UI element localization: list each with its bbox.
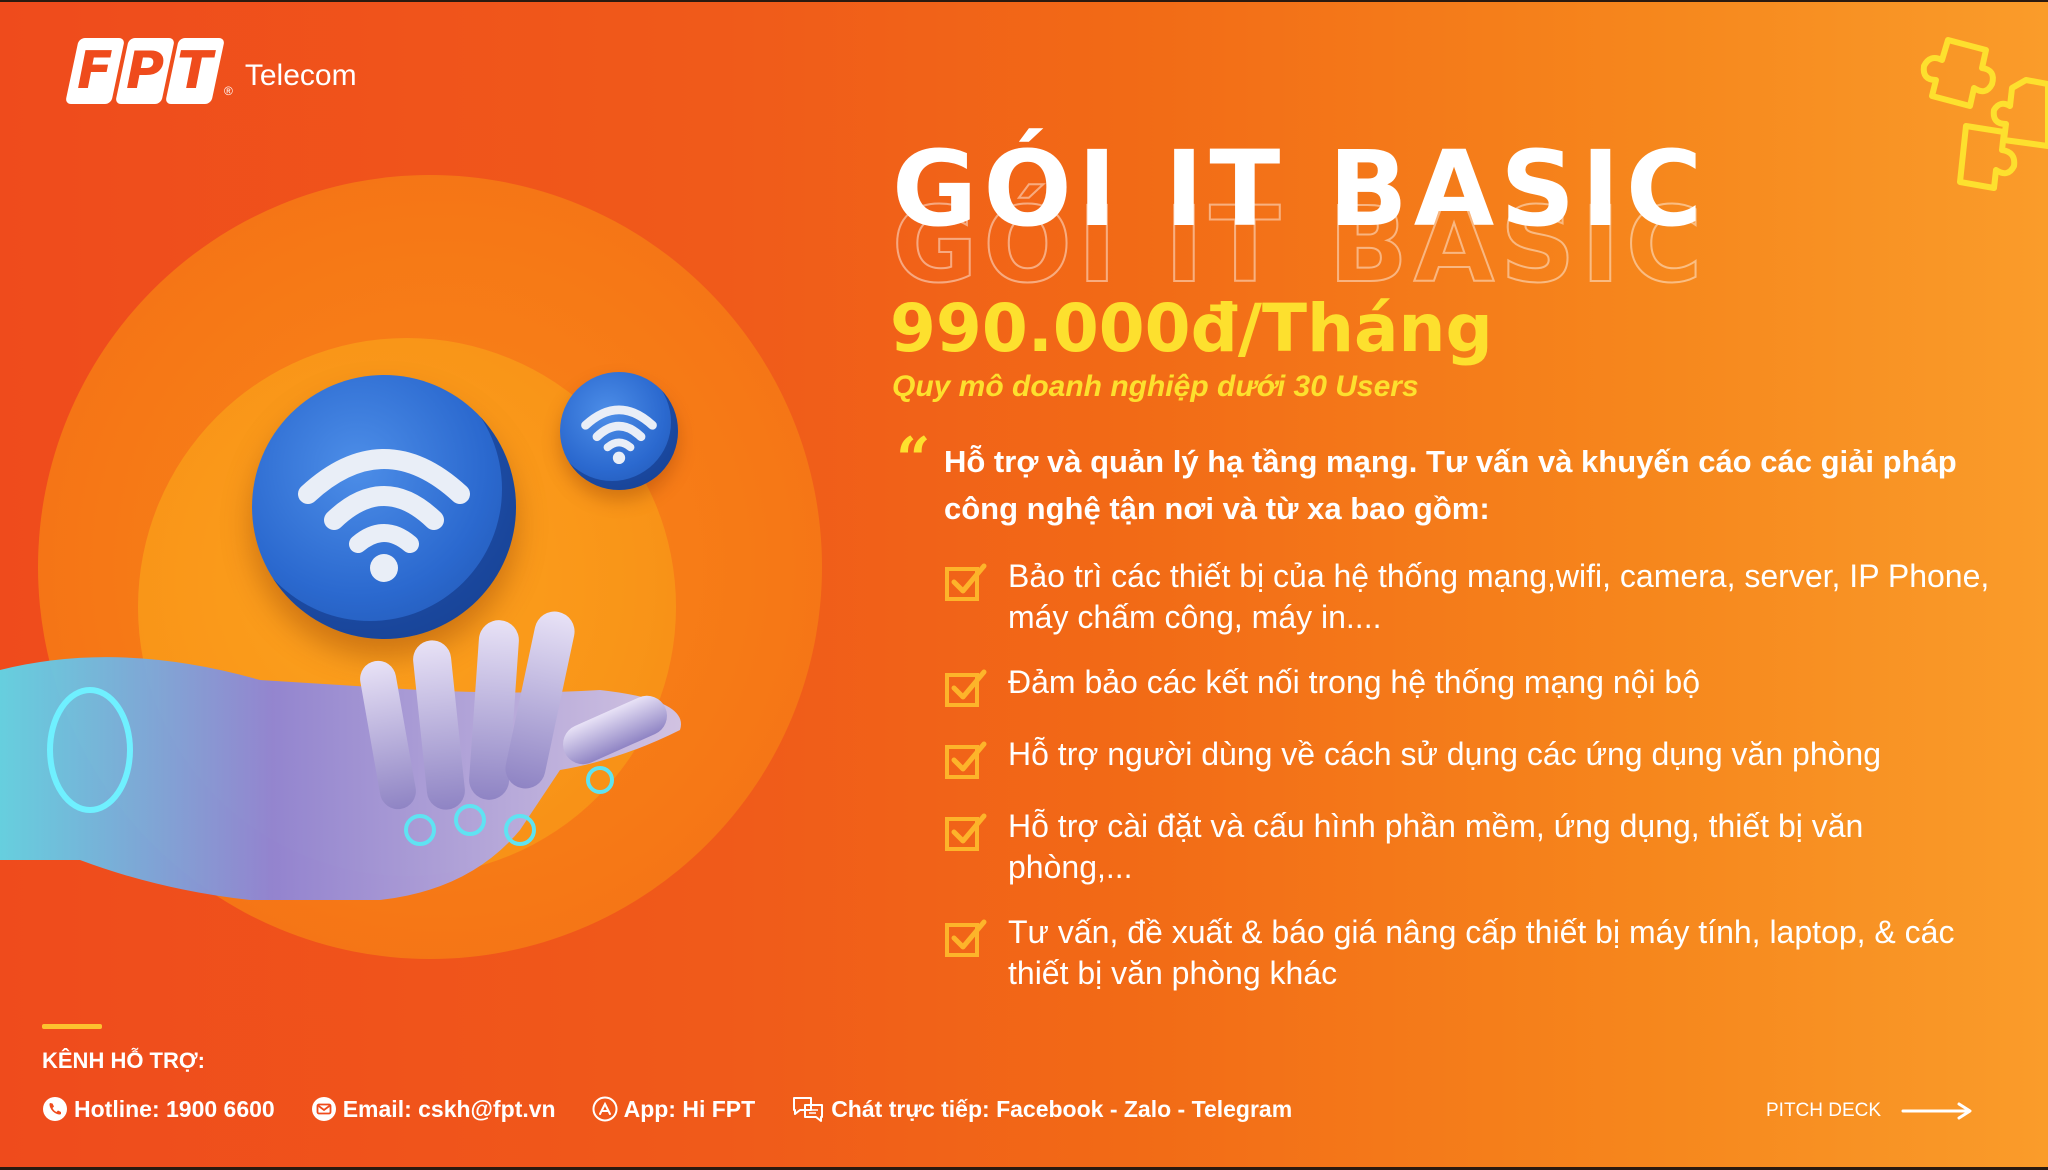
chat-icon [793, 1097, 824, 1122]
hotline-text: Hotline: 1900 6600 [74, 1095, 275, 1122]
package-title-outline: GÓI IT BASIC [891, 183, 1709, 307]
wifi-coin-large [252, 375, 516, 639]
business-scale-note: Quy mô doanh nghiệp dưới 30 Users [892, 370, 1419, 403]
list-item: Bảo trì các thiết bị của hệ thống mạng,w… [944, 556, 1994, 638]
chat-text: Chát trực tiếp: Facebook - Zalo - Telegr… [831, 1095, 1293, 1122]
package-price: 990.000đ/Tháng [890, 290, 1493, 367]
pitch-deck-label: PITCH DECK [1766, 1100, 1882, 1121]
service-item-text: Hỗ trợ người dùng về cách sử dụng các ứn… [1008, 736, 1881, 772]
service-list: Bảo trì các thiết bị của hệ thống mạng,w… [944, 556, 1994, 1018]
pitch-deck-link[interactable]: PITCH DECK [1766, 1100, 1973, 1122]
package-title-block: GÓI IT BASIC GÓI IT BASIC [891, 128, 1792, 307]
support-channels-label: KÊNH HỖ TRỢ: [42, 1048, 205, 1073]
service-item-text: Đảm bảo các kết nối trong hệ thống mạng … [1008, 664, 1700, 700]
email-text: Email: cskh@fpt.vn [342, 1095, 556, 1122]
top-frame-line [0, 0, 2048, 2]
logo-tile-t: T [164, 38, 226, 104]
list-item: Đảm bảo các kết nối trong hệ thống mạng … [944, 662, 1994, 710]
email-link[interactable]: Email: cskh@fpt.vn [311, 1096, 556, 1123]
wifi-icon [298, 449, 470, 582]
bottom-frame-line [0, 1167, 2048, 1170]
service-item-text: Tư vấn, đề xuất & báo giá nâng cấp thiết… [1008, 914, 1955, 991]
fpt-logo-tiles: F P T [64, 38, 229, 104]
service-item-text: Hỗ trợ cài đặt và cấu hình phần mềm, ứng… [1008, 808, 1864, 885]
logo-telecom-text: Telecom [244, 59, 357, 92]
app-link[interactable]: App: Hi FPT [592, 1095, 756, 1123]
service-item-text: Bảo trì các thiết bị của hệ thống mạng,w… [1008, 558, 1990, 635]
footer-accent-bar [42, 1024, 102, 1029]
package-title: GÓI IT BASIC [892, 128, 1709, 250]
fpt-telecom-logo: F P T ® Telecom [64, 38, 357, 104]
robot-hand-illustration [0, 611, 681, 900]
registered-mark: ® [224, 84, 233, 98]
app-store-icon [592, 1096, 618, 1122]
checkbox-icon [945, 919, 987, 957]
live-chat-link[interactable]: Chát trực tiếp: Facebook - Zalo - Telegr… [791, 1094, 1292, 1124]
support-contacts: Hotline: 1900 6600 Email: cskh@fpt.vn Ap… [42, 1092, 1328, 1126]
list-item: Tư vấn, đề xuất & báo giá nâng cấp thiết… [944, 912, 1994, 994]
list-item: Hỗ trợ cài đặt và cấu hình phần mềm, ứng… [944, 806, 1994, 888]
puzzle-icon [1920, 37, 2048, 191]
service-intro: Hỗ trợ và quản lý hạ tầng mạng. Tư vấn v… [944, 444, 1957, 526]
phone-icon [43, 1097, 67, 1121]
app-text: App: Hi FPT [623, 1095, 756, 1122]
quote-icon: “ [896, 425, 931, 495]
mail-icon [311, 1097, 336, 1121]
arrow-right-icon [1901, 1102, 1972, 1120]
checkbox-icon [945, 813, 987, 851]
wifi-icon [581, 405, 657, 464]
hotline-link[interactable]: Hotline: 1900 6600 [42, 1096, 275, 1123]
checkbox-icon [945, 741, 987, 779]
wifi-coin-small [560, 372, 678, 490]
checkbox-icon [945, 563, 987, 601]
list-item: Hỗ trợ người dùng về cách sử dụng các ứn… [944, 734, 1994, 782]
checkbox-icon [945, 669, 987, 707]
